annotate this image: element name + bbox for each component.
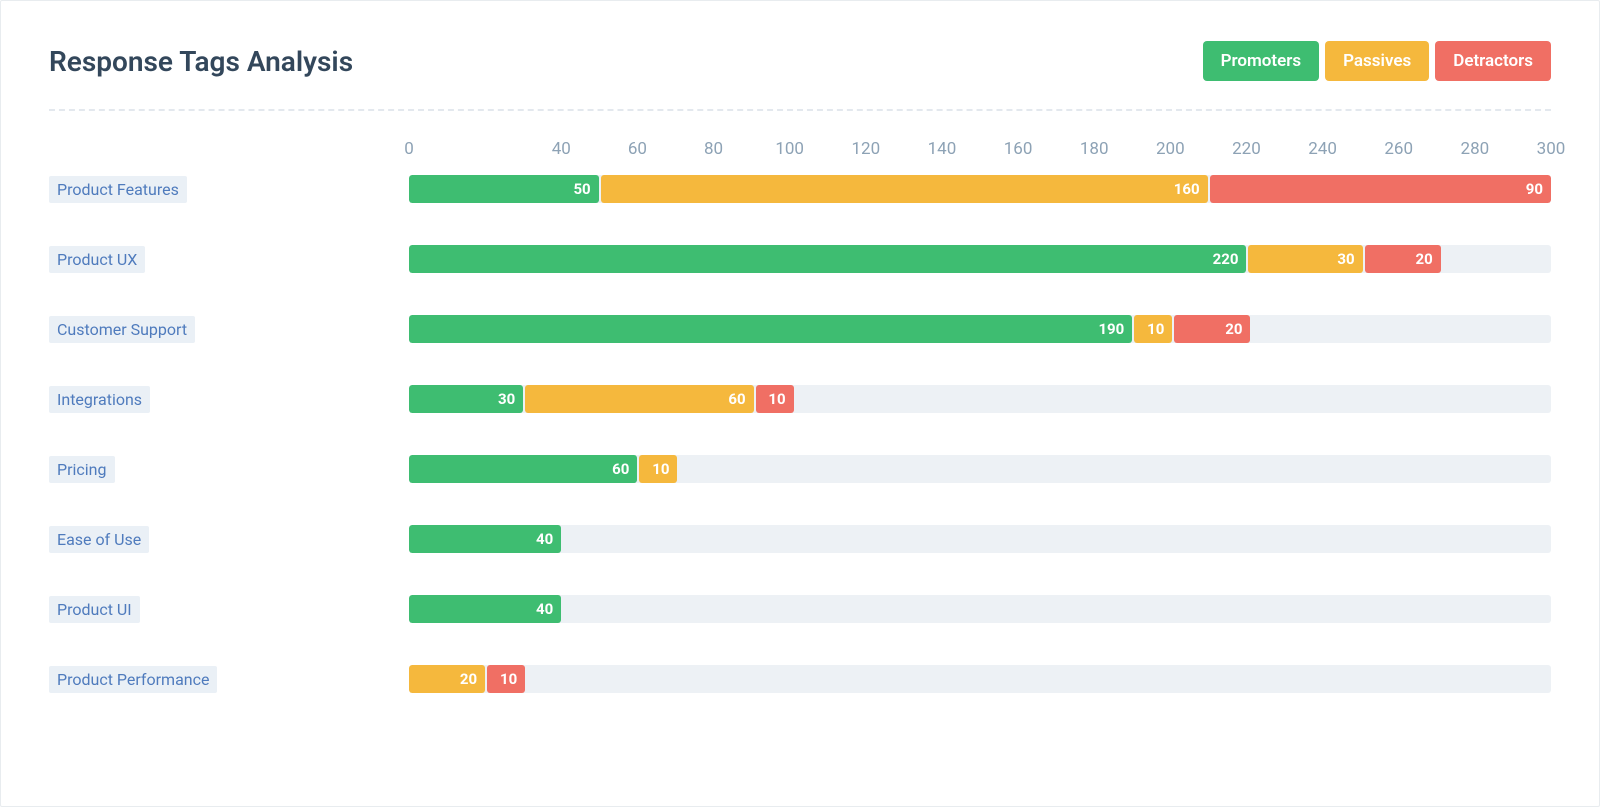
chart-row: Ease of Use 40 [49, 525, 1551, 553]
row-label[interactable]: Product Features [49, 176, 187, 203]
bar-segment-detractors[interactable]: 10 [756, 385, 794, 413]
row-label-wrap: Product Features [49, 176, 409, 203]
chart-row: Integrations 306010 [49, 385, 1551, 413]
axis-tick: 300 [1537, 139, 1566, 159]
row-label-wrap: Product UX [49, 246, 409, 273]
bar-track: 306010 [409, 385, 1551, 413]
chart-title: Response Tags Analysis [49, 45, 353, 78]
legend-promoters[interactable]: Promoters [1203, 41, 1320, 81]
axis-tick: 200 [1156, 139, 1185, 159]
row-label[interactable]: Pricing [49, 456, 115, 483]
row-label-wrap: Product Performance [49, 666, 409, 693]
axis-tick: 40 [552, 139, 571, 159]
axis-tick: 220 [1232, 139, 1261, 159]
rows: Product Features5016090Product UX2203020… [49, 175, 1551, 693]
bar-segment-promoters[interactable]: 40 [409, 595, 561, 623]
axis-tick: 180 [1080, 139, 1109, 159]
bar-segment-detractors[interactable]: 20 [1365, 245, 1441, 273]
row-label-wrap: Product UI [49, 596, 409, 623]
row-label-wrap: Pricing [49, 456, 409, 483]
row-label-wrap: Ease of Use [49, 526, 409, 553]
row-label[interactable]: Product UX [49, 246, 145, 273]
row-label-wrap: Customer Support [49, 316, 409, 343]
bar-segment-passives[interactable]: 60 [525, 385, 753, 413]
bar-segment-passives[interactable]: 30 [1248, 245, 1362, 273]
chart-row: Product UX 2203020 [49, 245, 1551, 273]
axis-tick: 120 [851, 139, 880, 159]
bar-segment-promoters[interactable]: 190 [409, 315, 1132, 343]
chart-row: Product UI 40 [49, 595, 1551, 623]
bar-track: 1901020 [409, 315, 1551, 343]
axis-tick: 140 [928, 139, 957, 159]
bar-track: 40 [409, 595, 1551, 623]
axis-tick: 260 [1384, 139, 1413, 159]
bar-segment-promoters[interactable]: 50 [409, 175, 599, 203]
chart-row: Pricing 6010 [49, 455, 1551, 483]
bar-segment-promoters[interactable]: 60 [409, 455, 637, 483]
bar-track: 2203020 [409, 245, 1551, 273]
axis-tick: 80 [704, 139, 723, 159]
chart-area: 0406080100120140160180200220240260280300… [49, 139, 1551, 693]
axis-tick: 0 [404, 139, 414, 159]
row-label-wrap: Integrations [49, 386, 409, 413]
bar-segment-passives[interactable]: 20 [409, 665, 485, 693]
axis-tick: 240 [1308, 139, 1337, 159]
row-label[interactable]: Ease of Use [49, 526, 149, 553]
bar-track: 2010 [409, 665, 1551, 693]
row-label[interactable]: Customer Support [49, 316, 195, 343]
legend: PromotersPassivesDetractors [1197, 41, 1551, 81]
row-label[interactable]: Product Performance [49, 666, 217, 693]
bar-segment-passives[interactable]: 160 [601, 175, 1208, 203]
legend-detractors[interactable]: Detractors [1435, 41, 1551, 81]
bar-segment-promoters[interactable]: 30 [409, 385, 523, 413]
bar-segment-passives[interactable]: 10 [1134, 315, 1172, 343]
axis-tick: 280 [1461, 139, 1490, 159]
chart-row: Product Features 5016090 [49, 175, 1551, 203]
bar-segment-promoters[interactable]: 220 [409, 245, 1246, 273]
axis-tick: 160 [1004, 139, 1033, 159]
row-label[interactable]: Product UI [49, 596, 140, 623]
divider [49, 109, 1551, 111]
row-label[interactable]: Integrations [49, 386, 150, 413]
header: Response Tags Analysis PromotersPassives… [49, 41, 1551, 81]
response-tags-card: Response Tags Analysis PromotersPassives… [0, 0, 1600, 807]
chart-row: Product Performance 2010 [49, 665, 1551, 693]
chart-row: Customer Support 1901020 [49, 315, 1551, 343]
bar-track: 5016090 [409, 175, 1551, 203]
axis-tick: 60 [628, 139, 647, 159]
bar-segment-detractors[interactable]: 90 [1210, 175, 1551, 203]
legend-passives[interactable]: Passives [1325, 41, 1429, 81]
bar-segment-passives[interactable]: 10 [639, 455, 677, 483]
bar-segment-detractors[interactable]: 20 [1174, 315, 1250, 343]
bar-segment-promoters[interactable]: 40 [409, 525, 561, 553]
bar-track: 40 [409, 525, 1551, 553]
bar-track: 6010 [409, 455, 1551, 483]
bar-segment-detractors[interactable]: 10 [487, 665, 525, 693]
axis-tick: 100 [775, 139, 804, 159]
